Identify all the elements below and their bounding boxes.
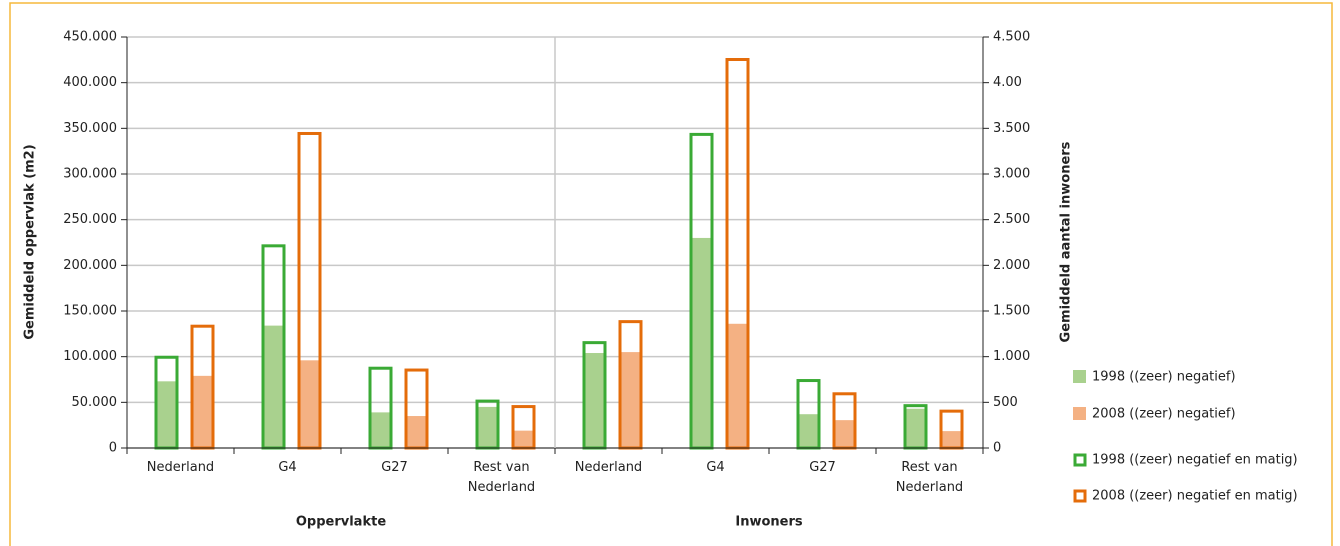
group-label: Oppervlakte [296, 515, 386, 530]
legend-label: 2008 ((zeer) negatief) [1092, 407, 1236, 422]
bar [796, 414, 821, 448]
y-tick-label: 500 [993, 395, 1018, 410]
y-tick-label: 200.000 [63, 258, 117, 273]
x-tick-label: Nederland [574, 460, 643, 475]
y-tick-label: 4.00 [993, 75, 1022, 90]
y-tick-label: 4.500 [993, 30, 1030, 45]
y-tick-label: 100.000 [63, 349, 117, 364]
y-tick-label: 150.000 [63, 304, 117, 319]
bar [903, 408, 928, 448]
bar [368, 412, 393, 448]
legend-swatch [1073, 453, 1087, 467]
x-tick-label: G27 [381, 460, 408, 475]
x-tick-label: G4 [278, 460, 297, 475]
x-tick-label: Nederland [146, 460, 215, 475]
y-tick-label: 450.000 [63, 30, 117, 45]
y-tick-label: 1.000 [993, 349, 1030, 364]
y-tick-label: 400.000 [63, 75, 117, 90]
y-tick-label: 300.000 [63, 167, 117, 182]
bar [511, 430, 536, 448]
y-tick-label: 350.000 [63, 121, 117, 136]
y-tick-label: 0 [993, 441, 1001, 456]
x-tick-label: G4 [706, 460, 725, 475]
y-tick-label: 250.000 [63, 212, 117, 227]
bar [475, 406, 500, 448]
y-tick-label: 3.000 [993, 167, 1030, 182]
y-tick-label: 2.000 [993, 258, 1030, 273]
bar [297, 360, 322, 448]
bar [618, 352, 643, 448]
bar [582, 353, 607, 448]
y-tick-label: 0 [109, 441, 117, 456]
group-label: Inwoners [735, 515, 803, 530]
legend-label: 2008 ((zeer) negatief en matig) [1092, 489, 1298, 504]
axis-title: Gemiddeld oppervlak (m2) [23, 144, 38, 339]
bar [404, 416, 429, 448]
frame [9, 2, 1333, 546]
x-tick-label: G27 [809, 460, 836, 475]
bar [261, 325, 286, 448]
y-tick-label: 3.500 [993, 121, 1030, 136]
legend-label: 1998 ((zeer) negatief) [1092, 370, 1236, 385]
y-tick-label: 1.500 [993, 304, 1030, 319]
y-tick-label: 2.500 [993, 212, 1030, 227]
x-tick-label: Rest van Nederland [895, 460, 964, 495]
legend-swatch [1073, 489, 1087, 503]
bar [190, 375, 215, 448]
x-tick-label: Rest van Nederland [467, 460, 536, 495]
bar [832, 420, 857, 448]
legend-swatch [1073, 370, 1086, 383]
bar [939, 431, 964, 448]
bar [725, 323, 750, 448]
bar [689, 237, 714, 448]
axis-title: Gemiddeld aantal inwoners [1059, 141, 1074, 342]
y-tick-label: 50.000 [72, 395, 118, 410]
bar [154, 381, 179, 448]
legend-label: 1998 ((zeer) negatief en matig) [1092, 453, 1298, 468]
legend-swatch [1073, 407, 1086, 420]
